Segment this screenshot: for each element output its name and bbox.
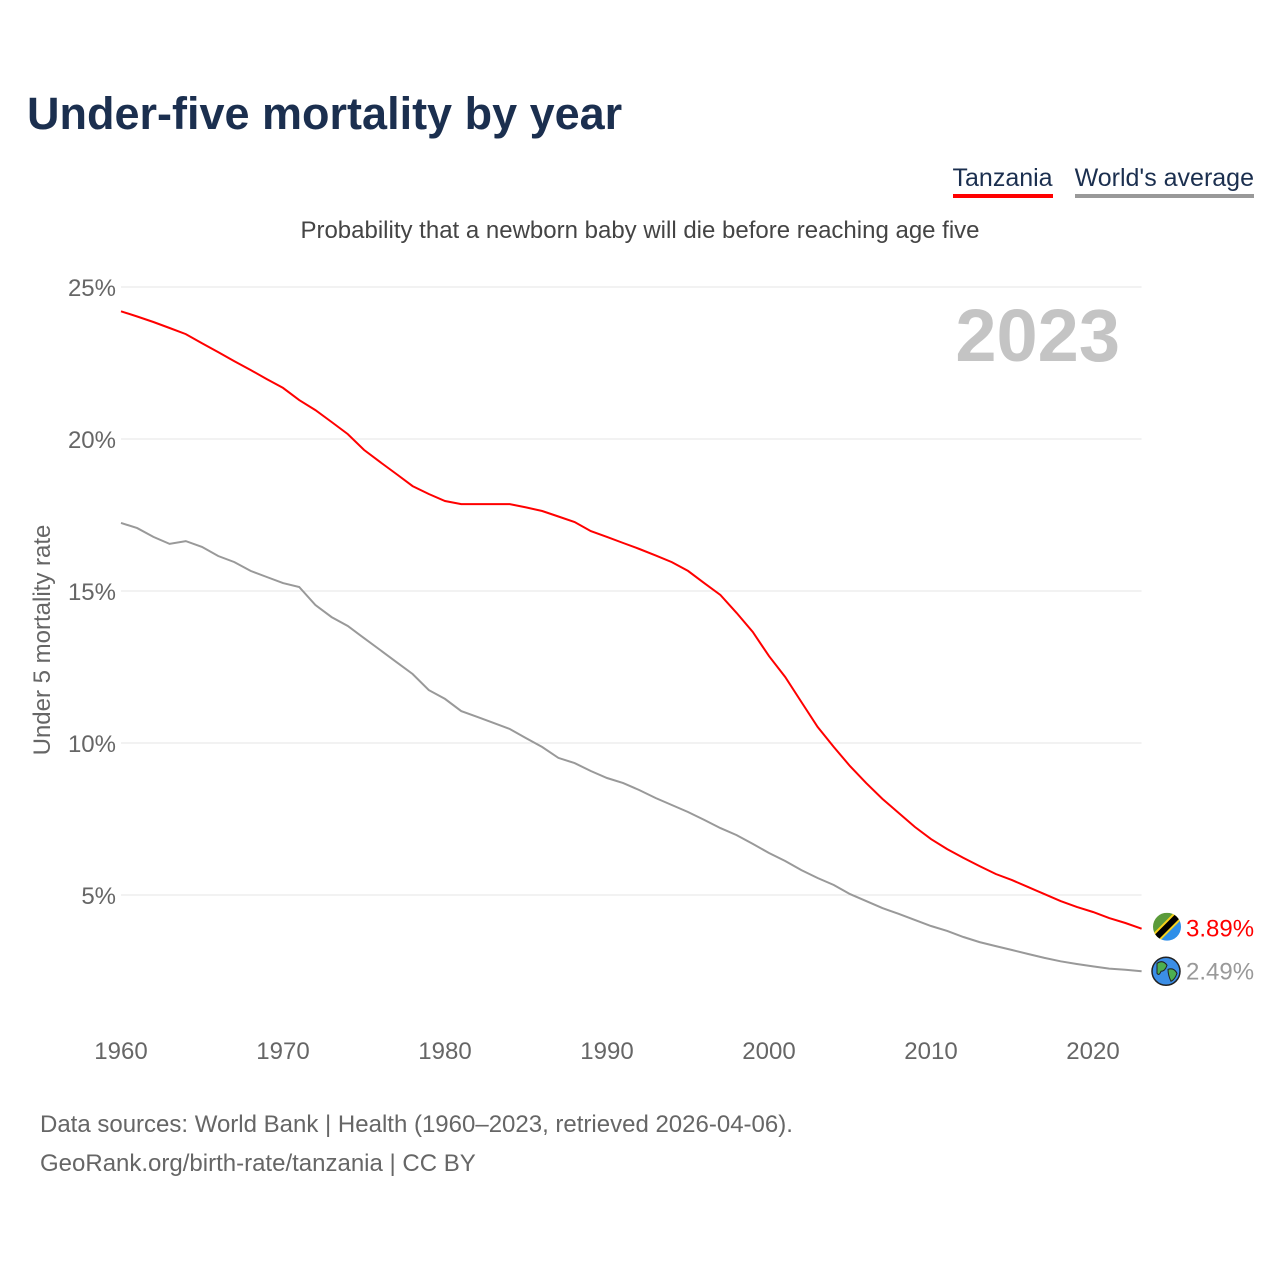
y-tick-label: 10% <box>68 731 116 758</box>
x-tick-label: 2000 <box>742 1038 795 1065</box>
y-axis-label: Under 5 mortality rate <box>29 525 56 756</box>
end-label-tanzania: 3.89% <box>1186 916 1254 943</box>
x-tick-label: 1980 <box>418 1038 471 1065</box>
series-line-world-average <box>120 521 1142 973</box>
footer: Data sources: World Bank | Health (1960–… <box>40 1105 793 1183</box>
data-source: Data sources: World Bank | Health (1960–… <box>40 1111 793 1138</box>
year-label: 2023 <box>955 294 1120 377</box>
chart-title: Under-five mortality by year <box>27 88 623 139</box>
y-tick-label: 15% <box>68 579 116 606</box>
x-tick-label: 1990 <box>580 1038 633 1065</box>
tanzania-flag-icon <box>1153 912 1181 941</box>
y-tick-label: 20% <box>68 427 116 454</box>
end-label-world-average: 2.49% <box>1186 958 1254 985</box>
globe-icon <box>1151 956 1181 987</box>
chart-subtitle: Probability that a newborn baby will die… <box>300 217 980 244</box>
y-tick-label: 25% <box>68 275 116 302</box>
x-tick-label: 2020 <box>1066 1038 1119 1065</box>
x-tick-label: 1960 <box>94 1038 147 1065</box>
y-tick-label: 5% <box>81 883 116 910</box>
legend-world-average[interactable]: World's average <box>1074 164 1254 198</box>
x-tick-label: 2010 <box>904 1038 957 1065</box>
legend-tanzania[interactable]: Tanzania <box>952 164 1053 198</box>
series-line-tanzania <box>120 310 1142 930</box>
legend: Tanzania World's average <box>952 164 1254 198</box>
source-link[interactable]: GeoRank.org/birth-rate/tanzania | CC BY <box>40 1150 476 1177</box>
x-tick-label: 1970 <box>256 1038 309 1065</box>
